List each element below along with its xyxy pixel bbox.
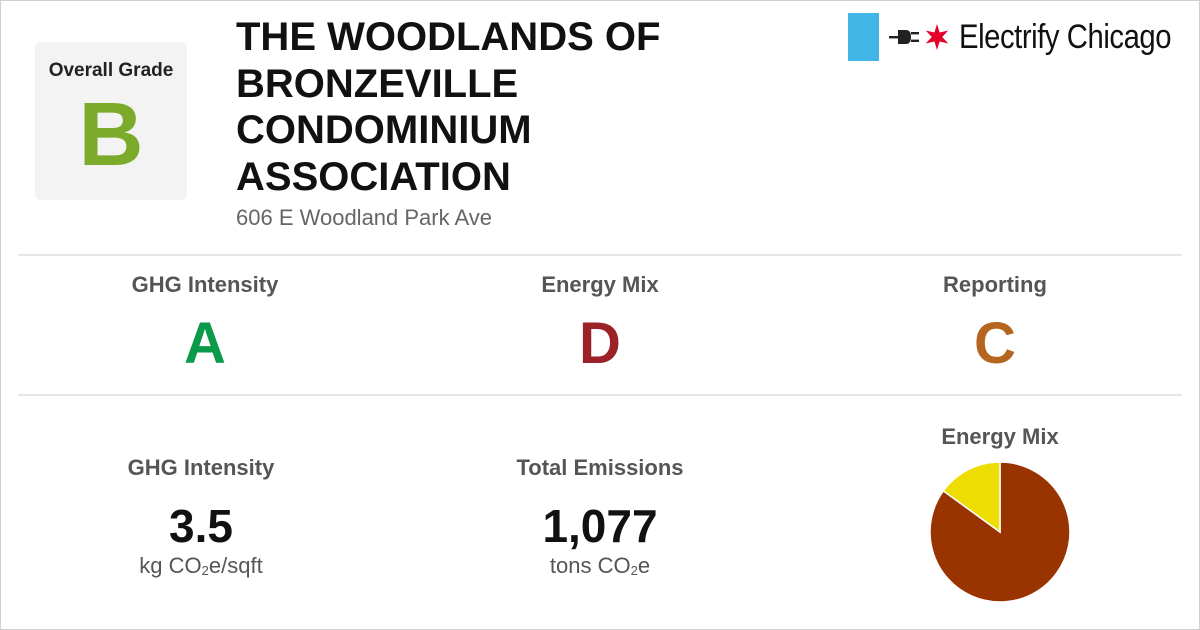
overall-grade-letter: B	[78, 85, 144, 185]
subgrade-reporting: Reporting C	[845, 272, 1145, 376]
metric-unit: tons CO2e	[549, 553, 651, 578]
subgrade-letter: D	[579, 311, 621, 376]
brand-name: Electrify Chicago	[959, 17, 1172, 56]
divider-bottom	[18, 394, 1182, 396]
subgrade-letter: C	[974, 311, 1016, 376]
chicago-flag-bar	[848, 13, 879, 61]
building-name: THE WOODLANDS OF BRONZEVILLE CONDOMINIUM…	[236, 15, 661, 199]
metric-label: Total Emissions	[516, 455, 684, 480]
energy-mix-chart: Energy Mix	[900, 424, 1100, 609]
subgrade-label: Reporting	[943, 272, 1047, 297]
metric-value: 3.5	[169, 500, 233, 552]
subgrade-label: GHG Intensity	[131, 272, 279, 297]
building-address: 606 E Woodland Park Ave	[236, 205, 493, 230]
metric-ghg-intensity: GHG Intensity 3.5 kg CO2e/sqft	[51, 455, 351, 579]
electrify-chicago-logo[interactable]: Electrify Chicago	[848, 13, 1200, 61]
subgrade-ghg-intensity: GHG Intensity A	[55, 272, 355, 376]
metric-value: 1,077	[542, 500, 658, 552]
metric-unit: kg CO2e/sqft	[139, 553, 263, 578]
energy-mix-pie	[929, 461, 1071, 603]
divider-top	[18, 254, 1182, 256]
plug-icon	[889, 30, 919, 44]
pie-slice-1	[942, 461, 1001, 534]
star-icon	[925, 24, 949, 50]
overall-grade-label: Overall Grade	[48, 60, 174, 81]
overall-grade-card: Overall Grade B	[35, 42, 187, 200]
metric-total-emissions: Total Emissions 1,077 tons CO2e	[450, 455, 750, 579]
energy-mix-label: Energy Mix	[941, 424, 1059, 449]
subgrade-letter: A	[184, 311, 226, 376]
subgrade-energy-mix: Energy Mix D	[450, 272, 750, 376]
metric-label: GHG Intensity	[127, 455, 275, 480]
subgrade-label: Energy Mix	[541, 272, 659, 297]
